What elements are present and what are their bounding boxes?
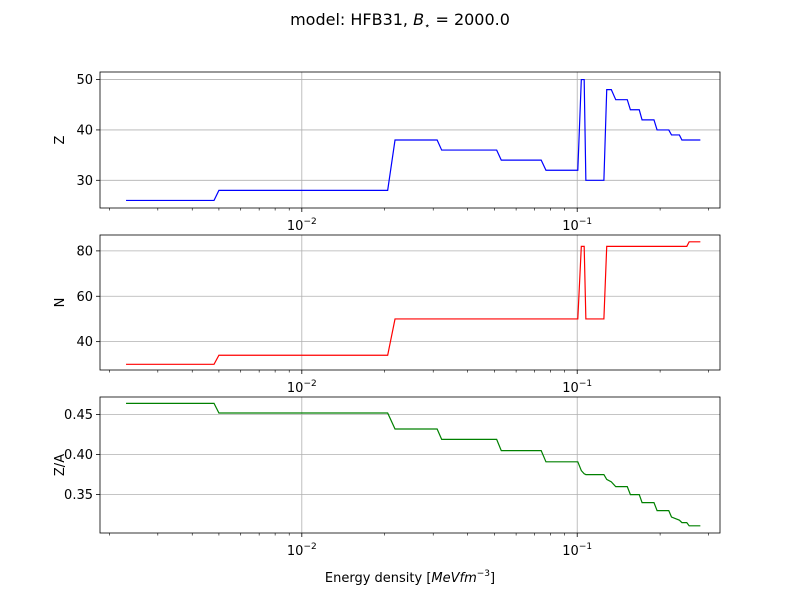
y-tick-label: 50	[76, 73, 93, 88]
y-tick-label: 0.35	[64, 488, 93, 503]
y-tick-label: 60	[76, 290, 93, 305]
y-tick-label: 40	[76, 123, 93, 138]
x-tick-label: 10−2	[287, 217, 317, 234]
panel-z: 30 40 50 10−2 10−1 Z	[53, 71, 721, 234]
x-tick-label: 10−2	[287, 542, 317, 559]
panel-z-over-a: 0.35 0.40 0.45 10−2 10−1 Z/A	[53, 396, 721, 559]
y-tick-label: 0.45	[64, 408, 93, 423]
series-line-n	[126, 241, 701, 365]
panel-n: 40 60 80 10−2 10−1 N	[53, 234, 721, 396]
x-tick-label: 10−2	[287, 379, 317, 396]
y-axis-label: Z/A	[53, 454, 68, 476]
y-tick-label: 80	[76, 244, 93, 259]
y-tick-label: 0.40	[64, 448, 93, 463]
x-tick-label: 10−1	[562, 542, 592, 559]
axes-frame	[99, 71, 721, 209]
chart-title: model: HFB31, B⋆ = 2000.0	[290, 10, 510, 32]
x-axis-label: Energy density [MeVfm−3]	[325, 569, 495, 586]
y-axis-label: N	[53, 298, 68, 308]
x-tick-label: 10−1	[562, 217, 592, 234]
series-line-z	[126, 78, 701, 202]
series-line-z-over-a	[126, 402, 701, 527]
y-tick-label: 40	[76, 335, 93, 350]
y-axis-label: Z	[53, 135, 68, 144]
x-tick-label: 10−1	[562, 379, 592, 396]
y-tick-label: 30	[76, 174, 93, 189]
axes-frame	[99, 396, 721, 534]
axes-frame	[99, 234, 721, 371]
